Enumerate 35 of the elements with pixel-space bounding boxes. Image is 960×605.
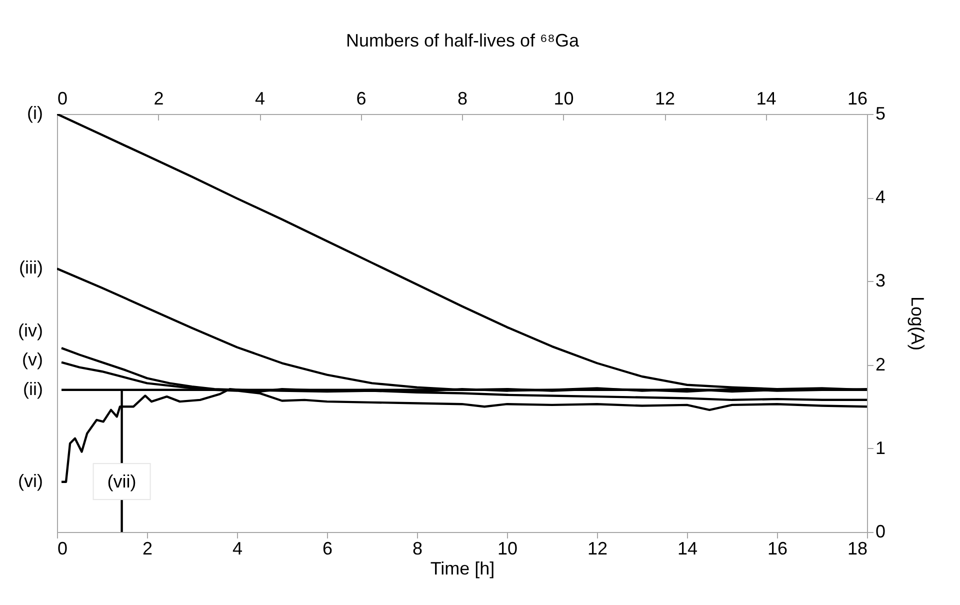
x2-tick-label: 12 [654,88,676,108]
y2-tick-label: 5 [876,104,886,124]
series-label: (ii) [23,378,43,399]
x-tick-label: 2 [142,538,153,558]
x-tick-label: 14 [677,538,698,558]
x2-tick-label: 6 [356,88,366,108]
y2-tick-label: 2 [876,354,886,374]
series-label: (v) [22,350,43,370]
x-tick-label: 8 [412,538,423,558]
x-tick-label: 12 [587,538,608,558]
series-label: (vi) [18,470,43,491]
x2-tick-label: 10 [554,88,574,108]
x2-tick-label: 0 [58,88,68,108]
series-label: (vii) [107,472,136,492]
series-label: (iii) [19,258,43,278]
x2-tick-label: 16 [847,88,868,108]
series-label: (i) [27,103,43,123]
x-tick-label: 16 [767,538,788,558]
y2-tick-label: 0 [876,522,886,542]
x-tick-label: 6 [322,538,333,558]
series-label: (iv) [18,320,43,340]
x2-tick-label: 2 [154,88,164,108]
x-axis-title: Time [h] [430,558,495,578]
x2-axis-title: Numbers of half-lives of ⁶⁸Ga [346,30,580,50]
y2-axis-title: Log(A) [908,296,928,351]
y2-tick-label: 3 [876,270,886,291]
x-tick-label: 10 [497,538,518,558]
x-tick-label: 4 [232,538,243,558]
y2-tick-label: 4 [876,187,886,208]
x2-tick-label: 14 [756,88,776,108]
x-tick-label: 18 [847,538,868,558]
x-tick-label: 0 [58,538,68,558]
y2-tick-label: 1 [876,438,886,458]
x2-tick-label: 4 [254,88,266,108]
x2-tick-label: 8 [457,88,468,108]
